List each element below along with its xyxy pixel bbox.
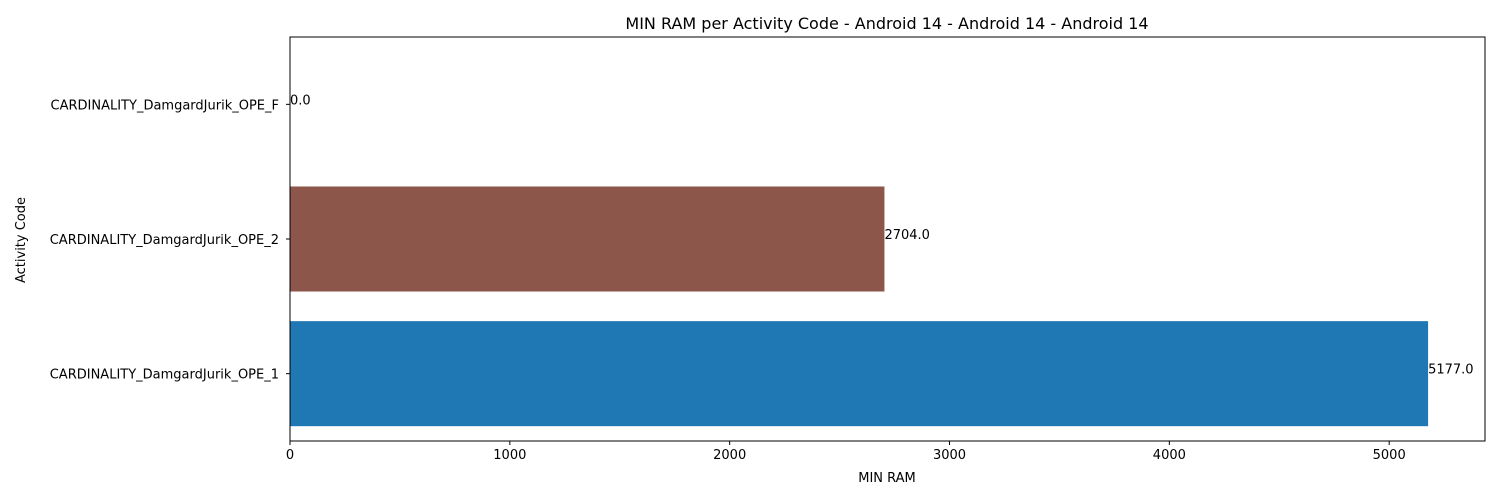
plot-frame [289, 36, 1486, 442]
x-tick-label: 3000 [933, 448, 966, 463]
y-tick-label: CARDINALITY_DamgardJurik_OPE_1 [50, 368, 279, 383]
bar [290, 321, 1429, 427]
bar [290, 186, 885, 292]
x-tick-label: 1000 [493, 448, 526, 463]
value-labels-group: 5177.0 2704.0 0.0 [290, 93, 1474, 377]
bar-value-label: 2704.0 [884, 228, 930, 243]
bar-value-label: 0.0 [290, 93, 311, 108]
chart-title: MIN RAM per Activity Code - Android 14 -… [625, 14, 1148, 33]
bar-value-label: 5177.0 [1428, 363, 1474, 378]
bars-group [290, 186, 1429, 427]
y-tick-label: CARDINALITY_DamgardJurik_OPE_2 [50, 233, 279, 248]
x-axis: 0 1000 2000 3000 4000 5000 [286, 441, 1406, 463]
y-axis-label: Activity Code [14, 197, 29, 283]
y-tick-label: CARDINALITY_DamgardJurik_OPE_F [51, 98, 279, 113]
y-axis: CARDINALITY_DamgardJurik_OPE_1 CARDINALIT… [50, 98, 290, 383]
x-tick-label: 0 [286, 448, 294, 463]
x-axis-label: MIN RAM [858, 471, 916, 486]
x-tick-label: 4000 [1153, 448, 1186, 463]
x-tick-label: 2000 [713, 448, 746, 463]
x-tick-label: 5000 [1373, 448, 1406, 463]
